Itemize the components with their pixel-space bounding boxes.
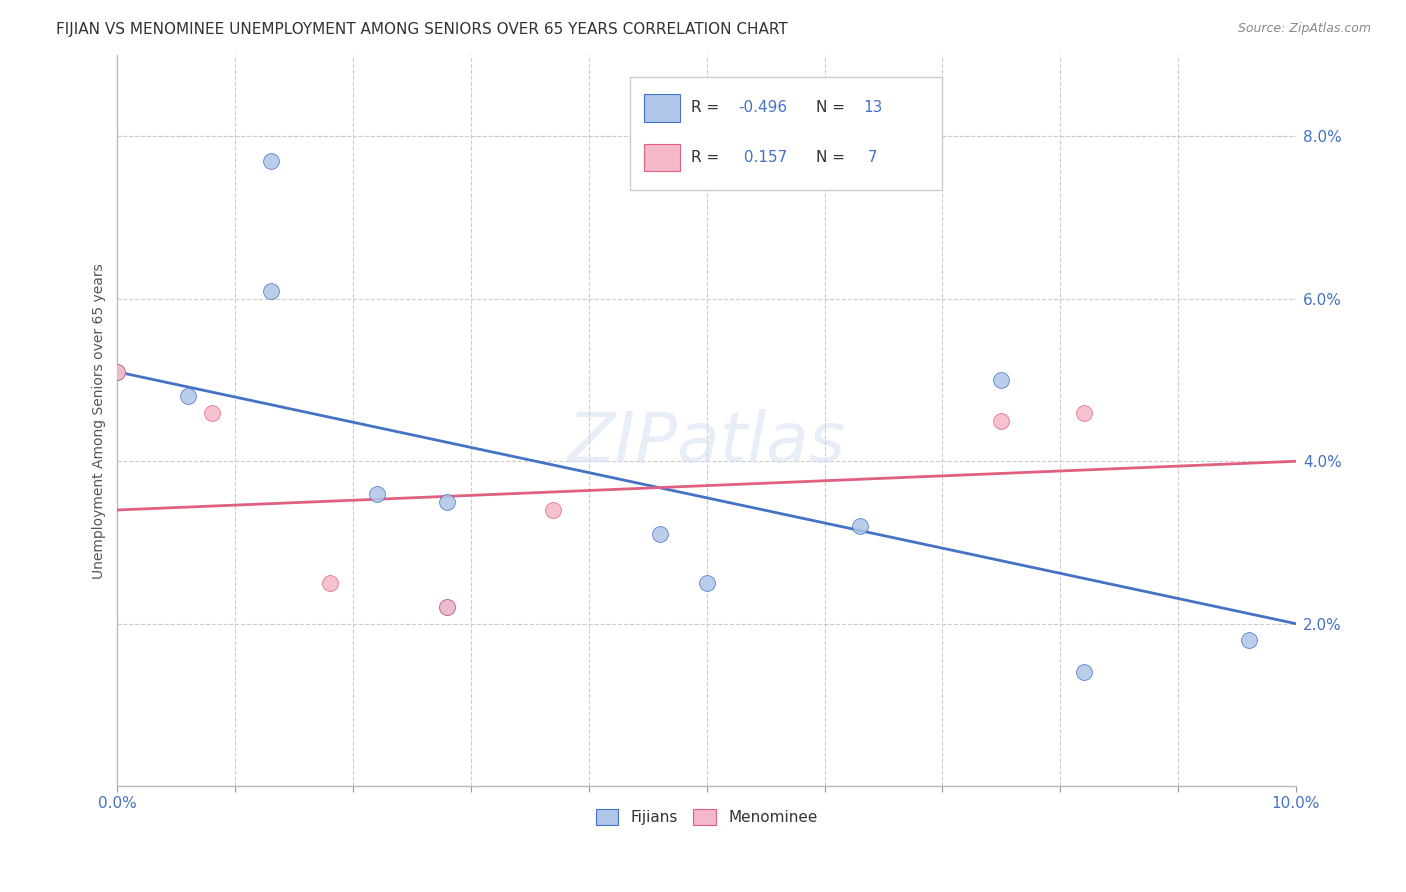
FancyBboxPatch shape [630, 77, 942, 190]
Text: 0.157: 0.157 [738, 150, 787, 165]
Point [648, 527, 671, 541]
Point [849, 519, 872, 533]
Point [990, 373, 1012, 387]
Point [543, 503, 565, 517]
Point [436, 600, 458, 615]
Text: N =: N = [817, 150, 851, 165]
Text: ZIPatlas: ZIPatlas [568, 409, 845, 476]
FancyBboxPatch shape [644, 94, 679, 121]
Text: Source: ZipAtlas.com: Source: ZipAtlas.com [1237, 22, 1371, 36]
Text: FIJIAN VS MENOMINEE UNEMPLOYMENT AMONG SENIORS OVER 65 YEARS CORRELATION CHART: FIJIAN VS MENOMINEE UNEMPLOYMENT AMONG S… [56, 22, 787, 37]
Point [107, 365, 129, 379]
Point [107, 365, 129, 379]
Point [1073, 665, 1095, 680]
Point [696, 576, 718, 591]
Point [318, 576, 340, 591]
Y-axis label: Unemployment Among Seniors over 65 years: Unemployment Among Seniors over 65 years [93, 263, 107, 579]
Point [177, 389, 200, 403]
Text: R =: R = [692, 100, 724, 115]
Point [1073, 405, 1095, 419]
Point [1237, 632, 1260, 647]
Point [259, 284, 281, 298]
FancyBboxPatch shape [644, 144, 679, 171]
Point [436, 600, 458, 615]
Point [990, 414, 1012, 428]
Point [259, 153, 281, 168]
Text: 7: 7 [863, 150, 877, 165]
Legend: Fijians, Menominee: Fijians, Menominee [589, 803, 824, 831]
Point [201, 405, 224, 419]
Text: 13: 13 [863, 100, 883, 115]
Text: N =: N = [817, 100, 851, 115]
Point [436, 495, 458, 509]
Text: -0.496: -0.496 [738, 100, 787, 115]
Point [366, 487, 388, 501]
Text: R =: R = [692, 150, 724, 165]
